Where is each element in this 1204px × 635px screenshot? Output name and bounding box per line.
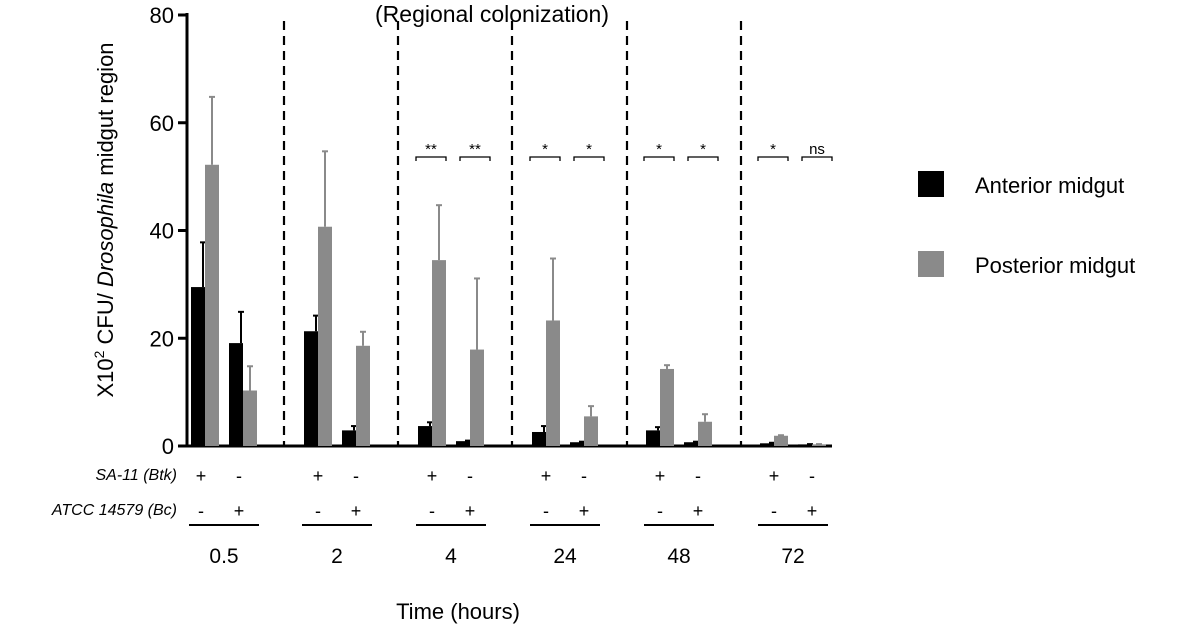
bar-posterior bbox=[205, 164, 219, 446]
bar-anterior bbox=[570, 442, 584, 446]
legend-swatch-posterior bbox=[918, 251, 944, 277]
significance-label: ** bbox=[469, 141, 481, 158]
significance-bracket bbox=[687, 156, 719, 161]
significance-bracket bbox=[573, 156, 605, 161]
y-tick-label: 20 bbox=[150, 326, 174, 351]
row-label-btk: SA-11 (Btk) bbox=[96, 467, 178, 484]
bar-posterior bbox=[432, 260, 446, 446]
bar-anterior bbox=[456, 441, 470, 446]
bc-sign: + bbox=[234, 501, 245, 521]
bc-sign: + bbox=[465, 501, 476, 521]
bar-anterior bbox=[684, 442, 698, 446]
significance-label: * bbox=[770, 141, 776, 158]
y-tick-label: 80 bbox=[150, 3, 174, 28]
y-tick-label: 60 bbox=[150, 111, 174, 136]
svg-text:X102 CFU/ Drosophila midgut re: X102 CFU/ Drosophila midgut region bbox=[91, 42, 118, 397]
bar-posterior bbox=[774, 435, 788, 446]
time-label: 2 bbox=[331, 545, 343, 568]
x-axis-title: Time (hours) bbox=[396, 599, 520, 624]
bar-anterior bbox=[304, 331, 318, 446]
btk-sign: - bbox=[695, 466, 701, 486]
bc-sign: - bbox=[543, 501, 549, 521]
bc-sign: + bbox=[693, 501, 704, 521]
chart-title: (Regional colonization) bbox=[375, 1, 609, 27]
legend-label-posterior: Posterior midgut bbox=[975, 253, 1135, 278]
btk-sign: - bbox=[236, 466, 242, 486]
bc-sign: - bbox=[771, 501, 777, 521]
time-label: 48 bbox=[667, 545, 690, 568]
bar-anterior bbox=[646, 430, 660, 446]
bc-sign: - bbox=[429, 501, 435, 521]
significance-label: * bbox=[700, 141, 706, 158]
btk-sign: + bbox=[196, 466, 207, 486]
time-label: 0.5 bbox=[209, 545, 238, 568]
btk-sign: - bbox=[809, 466, 815, 486]
bc-sign: + bbox=[579, 501, 590, 521]
significance-bracket bbox=[415, 156, 447, 161]
bar-anterior bbox=[191, 287, 205, 446]
bar-posterior bbox=[546, 320, 560, 446]
bar-anterior bbox=[760, 443, 774, 446]
btk-sign: + bbox=[427, 466, 438, 486]
legend-swatch-anterior bbox=[918, 171, 944, 197]
significance-label: ns bbox=[809, 141, 825, 158]
time-label: 4 bbox=[445, 545, 457, 568]
y-tick-label: 0 bbox=[162, 434, 174, 459]
y-axis-title: X102 CFU/ Drosophila midgut region bbox=[91, 42, 118, 397]
significance-label: * bbox=[586, 141, 592, 158]
time-label: 24 bbox=[553, 545, 577, 568]
bc-sign: - bbox=[315, 501, 321, 521]
y-tick-label: 40 bbox=[150, 219, 174, 244]
bar-anterior bbox=[798, 444, 812, 446]
significance-label: * bbox=[656, 141, 662, 158]
bar-anterior bbox=[418, 426, 432, 446]
legend-label-anterior: Anterior midgut bbox=[975, 173, 1124, 198]
bar-posterior bbox=[584, 416, 598, 446]
bar-posterior bbox=[660, 368, 674, 446]
btk-sign: - bbox=[467, 466, 473, 486]
significance-label: * bbox=[542, 141, 548, 158]
bar-anterior bbox=[342, 430, 356, 446]
bc-sign: + bbox=[351, 501, 362, 521]
bar-anterior bbox=[532, 431, 546, 446]
row-label-bc: ATCC 14579 (Bc) bbox=[51, 502, 177, 519]
btk-sign: + bbox=[769, 466, 780, 486]
bar-posterior bbox=[812, 444, 826, 446]
bar-posterior bbox=[356, 345, 370, 446]
btk-sign: + bbox=[313, 466, 324, 486]
bar-anterior bbox=[229, 343, 243, 446]
bc-sign: + bbox=[807, 501, 818, 521]
significance-bracket bbox=[801, 156, 833, 161]
btk-sign: - bbox=[353, 466, 359, 486]
significance-bracket bbox=[529, 156, 561, 161]
bc-sign: - bbox=[198, 501, 204, 521]
bar-posterior bbox=[318, 226, 332, 446]
significance-label: ** bbox=[425, 141, 437, 158]
btk-sign: + bbox=[655, 466, 666, 486]
bc-sign: - bbox=[657, 501, 663, 521]
significance-bracket bbox=[643, 156, 675, 161]
bar-posterior bbox=[698, 421, 712, 446]
bar-posterior bbox=[470, 349, 484, 446]
btk-sign: + bbox=[541, 466, 552, 486]
significance-bracket bbox=[459, 156, 491, 161]
significance-bracket bbox=[757, 156, 789, 161]
bar-posterior bbox=[243, 390, 257, 446]
btk-sign: - bbox=[581, 466, 587, 486]
time-label: 72 bbox=[781, 545, 804, 568]
